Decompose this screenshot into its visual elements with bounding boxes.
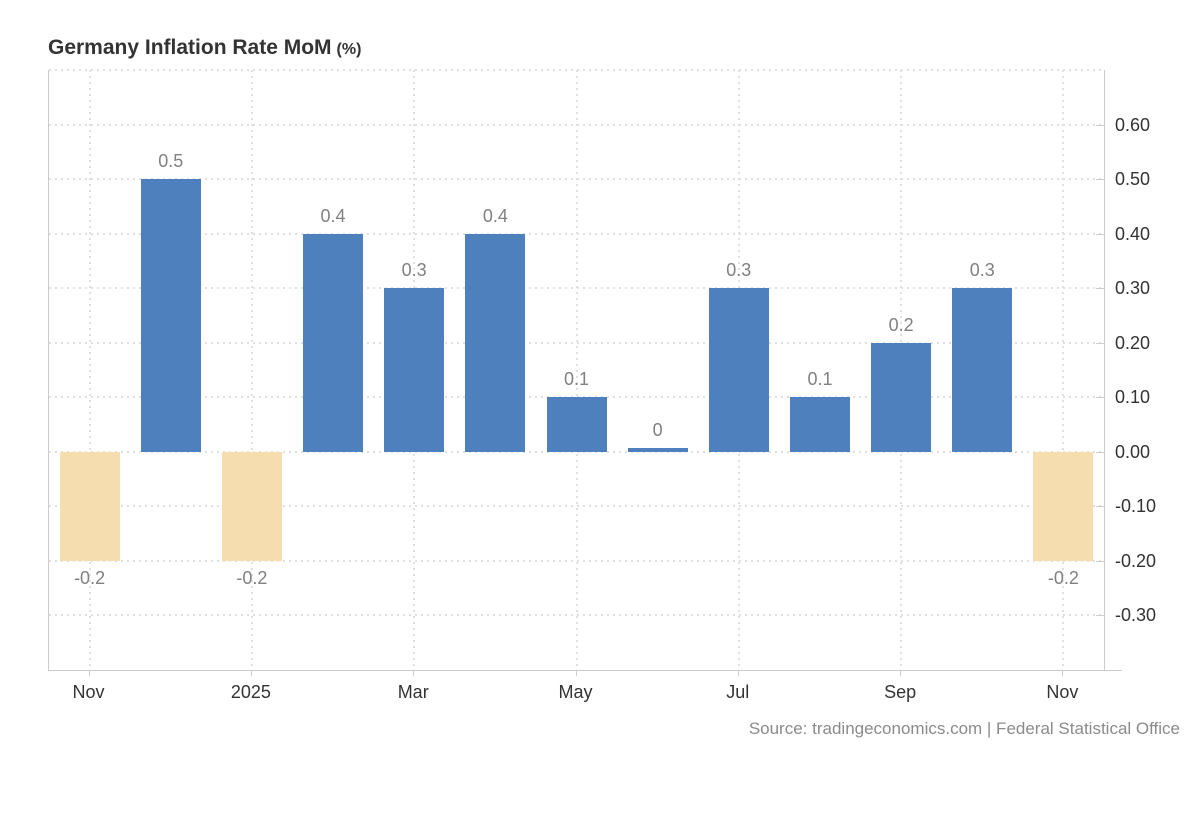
bar-dec-2024[interactable] <box>140 179 201 452</box>
y-axis-tick <box>1096 288 1104 290</box>
v-gridline <box>88 70 91 670</box>
y-axis-tick <box>1096 451 1104 453</box>
y-axis-label: 0.50 <box>1115 169 1151 190</box>
bar-jan-2025[interactable] <box>221 451 282 561</box>
y-axis-label: 0.40 <box>1115 223 1151 244</box>
x-axis-label: Nov <box>72 682 105 702</box>
y-axis-tick <box>1096 397 1104 399</box>
y-axis-label: 0.60 <box>1115 114 1151 135</box>
y-axis-label: 0.20 <box>1115 332 1151 353</box>
bar-aug-2025[interactable] <box>789 397 850 452</box>
x-axis-tick <box>413 670 415 676</box>
y-axis-tick <box>1096 124 1104 126</box>
x-axis-label: 2025 <box>230 682 271 702</box>
y-axis-label: -0.30 <box>1115 605 1157 626</box>
x-axis-label: May <box>558 682 593 702</box>
bar-jul-2025[interactable] <box>708 288 769 452</box>
y-axis-tick <box>1096 615 1104 617</box>
bar-nov-2025[interactable] <box>1033 451 1094 561</box>
x-axis-label: Sep <box>884 682 917 702</box>
bar-value-label: 0.2 <box>888 314 914 335</box>
bar-value-label: 0 <box>652 419 663 440</box>
x-axis-tick <box>1062 670 1064 676</box>
bar-value-label: 0.3 <box>969 260 995 281</box>
y-axis-label: -0.20 <box>1115 550 1157 571</box>
x-axis-tick <box>737 670 739 676</box>
y-axis-tick <box>1096 233 1104 235</box>
x-axis-tick <box>250 670 252 676</box>
x-axis-tick <box>88 670 90 676</box>
bar-oct-2025[interactable] <box>952 288 1013 452</box>
y-axis-tick <box>1096 506 1104 508</box>
v-gridline <box>1062 70 1065 670</box>
bar-value-label: 0.1 <box>563 369 590 390</box>
bar-value-label: -0.2 <box>236 567 268 588</box>
y-axis-label: -0.10 <box>1115 496 1157 517</box>
x-axis-label: Mar <box>397 682 429 702</box>
x-axis-tick <box>900 670 902 676</box>
x-axis-label: Jul <box>726 682 750 702</box>
plot-area: -0.2 0.5 -0.2 0.4 0.3 0.4 0.1 0 0.3 0.1 0.2 0.3 -0.2 <box>48 69 1105 670</box>
bar-jun-2025[interactable] <box>627 447 688 452</box>
y-axis-label: 0.30 <box>1115 278 1151 299</box>
bar-apr-2025[interactable] <box>465 233 526 452</box>
y-axis-tick <box>1096 342 1104 344</box>
x-axis-line <box>48 670 1122 671</box>
v-gridline <box>575 70 578 670</box>
bar-mar-2025[interactable] <box>384 288 445 452</box>
bar-value-label: -0.2 <box>74 567 106 588</box>
bar-value-label: 0.3 <box>401 260 427 281</box>
bar-value-label: 0.5 <box>158 151 184 172</box>
source-attribution: Source: tradingeconomics.com | Federal S… <box>748 719 1180 738</box>
y-axis-label: 0.00 <box>1115 441 1151 462</box>
bar-sep-2025[interactable] <box>871 342 932 452</box>
bar-value-label: 0.1 <box>807 369 833 390</box>
y-axis-tick <box>1096 179 1104 181</box>
bar-feb-2025[interactable] <box>303 233 364 452</box>
v-gridline <box>250 70 253 670</box>
y-axis-tick <box>1096 560 1104 562</box>
x-axis-label: Nov <box>1046 682 1079 702</box>
chart-title-unit: (%) <box>336 41 362 58</box>
bar-value-label: 0.3 <box>726 260 752 281</box>
bar-nov-2024[interactable] <box>59 451 120 561</box>
y-axis-label: 0.10 <box>1115 387 1151 408</box>
bar-may-2025[interactable] <box>546 397 607 452</box>
bar-value-label: -0.2 <box>1047 567 1079 588</box>
chart-title-text: Germany Inflation Rate MoM <box>48 36 332 59</box>
x-axis-tick <box>575 670 577 676</box>
chart-title: Germany Inflation Rate MoM (%) <box>48 36 361 60</box>
bar-value-label: 0.4 <box>482 205 508 226</box>
bar-value-label: 0.4 <box>320 205 346 226</box>
